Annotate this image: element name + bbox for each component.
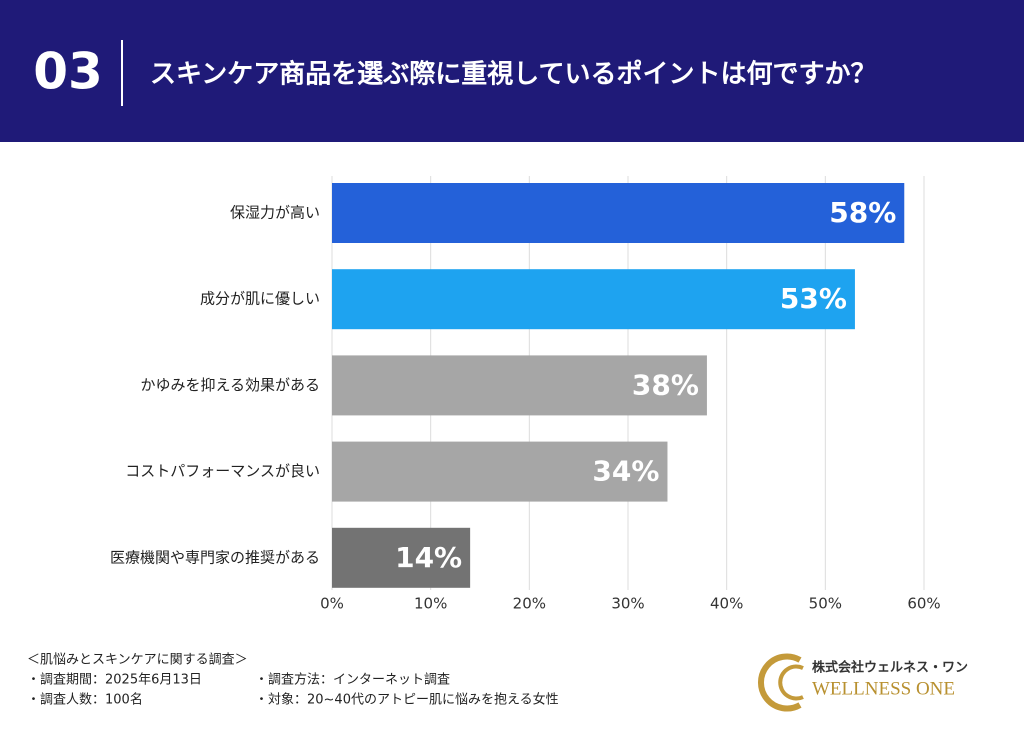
chart-title: スキンケア商品を選ぶ際に重視しているポイントは何ですか？	[150, 59, 876, 90]
footer-line: ・対象：20~40代のアトピー肌に悩みを抱える女性	[255, 692, 559, 708]
bar	[332, 527, 471, 588]
x-tick-label: 40%	[710, 595, 743, 613]
y-tick-label: かゆみを抑える効果がある	[140, 376, 320, 394]
footer-line: ・調査人数：100名	[27, 692, 143, 708]
x-tick-label: 10%	[414, 595, 447, 613]
header-band	[0, 0, 1024, 142]
brand-name: WELLNESS ONE	[812, 678, 955, 699]
y-tick-label: 医療機関や専門家の推奨がある	[110, 548, 320, 566]
value-label: 38%	[632, 368, 699, 401]
y-tick-label: 保湿力が高い	[230, 204, 320, 222]
x-tick-label: 0%	[320, 595, 344, 613]
value-label: 58%	[829, 196, 896, 229]
value-label: 14%	[395, 541, 462, 574]
bar	[332, 355, 707, 416]
bar	[332, 183, 905, 243]
bar	[332, 269, 855, 330]
x-tick-label: 60%	[907, 595, 940, 613]
value-label: 34%	[592, 455, 659, 488]
footer-line: ・調査方法：インターネット調査	[255, 672, 450, 688]
x-tick-label: 50%	[809, 595, 842, 613]
x-tick-label: 20%	[513, 595, 546, 613]
x-tick-label: 30%	[611, 595, 644, 613]
logo-mark	[757, 653, 804, 712]
y-tick-label: 成分が肌に優しい	[200, 290, 320, 308]
value-label: 53%	[780, 282, 847, 315]
footer-line: ・調査期間：2025年6月13日	[27, 673, 202, 688]
header-number: 03	[33, 43, 103, 101]
footer-line: ＜肌悩みとスキンケアに関する調査＞	[27, 653, 248, 668]
bar	[332, 441, 668, 502]
company-name: 株式会社ウェルネス・ワン	[812, 660, 968, 676]
y-tick-label: コストパフォーマンスが良い	[125, 462, 320, 480]
